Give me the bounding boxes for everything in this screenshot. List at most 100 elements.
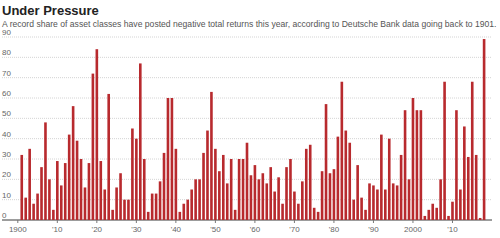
bar [60,185,63,220]
bar [352,200,355,220]
bar [396,185,399,220]
y-tick-label: 50 [2,109,11,118]
x-tick-label: '20 [92,225,103,234]
x-tick [215,220,216,223]
bar [242,159,245,220]
bar [40,167,43,220]
bar [341,82,344,220]
bar [277,177,280,220]
y-tick-label: 40 [2,130,11,139]
bar [123,200,126,220]
bar [214,149,217,220]
bar [329,173,332,220]
bar [52,210,55,220]
bar [198,179,201,220]
bar [388,139,391,220]
bar [36,194,39,220]
x-tick [17,220,18,223]
bar [301,181,304,220]
grid-line [2,37,492,38]
bar [151,194,154,220]
bar [167,98,170,220]
bar [76,141,79,220]
bar [262,173,265,220]
bar [281,204,284,220]
bar [111,210,114,220]
bar [194,179,197,220]
x-tick [412,220,413,223]
bar [186,200,189,220]
bar [206,131,209,220]
bar [99,161,102,220]
bar [24,198,27,220]
y-tick-label: 90 [2,28,11,37]
bar [230,159,233,220]
bar [483,39,486,220]
bar [289,159,292,220]
bar [202,153,205,220]
bar [265,183,268,220]
grid-line [2,138,492,139]
x-tick-label: 1900 [9,225,27,234]
bar [376,190,379,221]
bar [400,155,403,220]
bar [234,210,237,220]
x-tick-label: '40 [171,225,182,234]
bar [348,143,351,220]
bar [28,149,31,220]
bar [163,153,166,220]
bar [372,185,375,220]
x-tick [333,220,334,223]
bar [420,110,423,220]
y-tick-label: 80 [2,48,11,57]
x-ticks: 1900'10'20'30'40'50'60'70'80'902000'10 [9,220,458,234]
bar [131,129,134,221]
bar [333,169,336,220]
grid-line [2,77,492,78]
bar [179,212,182,220]
x-tick [294,220,295,223]
y-grid: 0102030405060708090 [2,28,492,220]
bar [115,187,118,220]
bar [380,135,383,220]
title: Under Pressure [2,3,99,18]
bar [159,181,162,220]
bar [285,167,288,220]
bar [463,126,466,220]
bars [20,39,485,220]
bar [447,216,450,220]
bar [305,149,308,220]
bar [317,212,320,220]
bar [135,139,138,220]
bar [443,82,446,220]
bar [325,104,328,220]
x-tick-label: '50 [210,225,221,234]
bar [238,159,241,220]
x-tick-label: '90 [368,225,379,234]
bar [143,159,146,220]
bar [107,94,110,220]
bar [226,183,229,220]
bar [44,122,47,220]
bar [451,202,454,220]
x-tick-label: '60 [250,225,261,234]
x-tick [136,220,137,223]
grid-line [2,118,492,119]
bar [56,161,59,220]
bar [356,165,359,220]
x-tick [373,220,374,223]
bar [190,190,193,221]
bar [96,49,99,220]
bar [250,175,253,220]
bar [155,194,158,220]
y-tick-label: 60 [2,89,11,98]
bar [384,190,387,221]
bar [337,137,340,220]
bar [427,210,430,220]
x-tick-label: '10 [447,225,458,234]
bar [435,208,438,220]
bar [80,159,83,220]
bar [309,145,312,220]
bar [360,198,363,220]
bar [64,163,67,220]
